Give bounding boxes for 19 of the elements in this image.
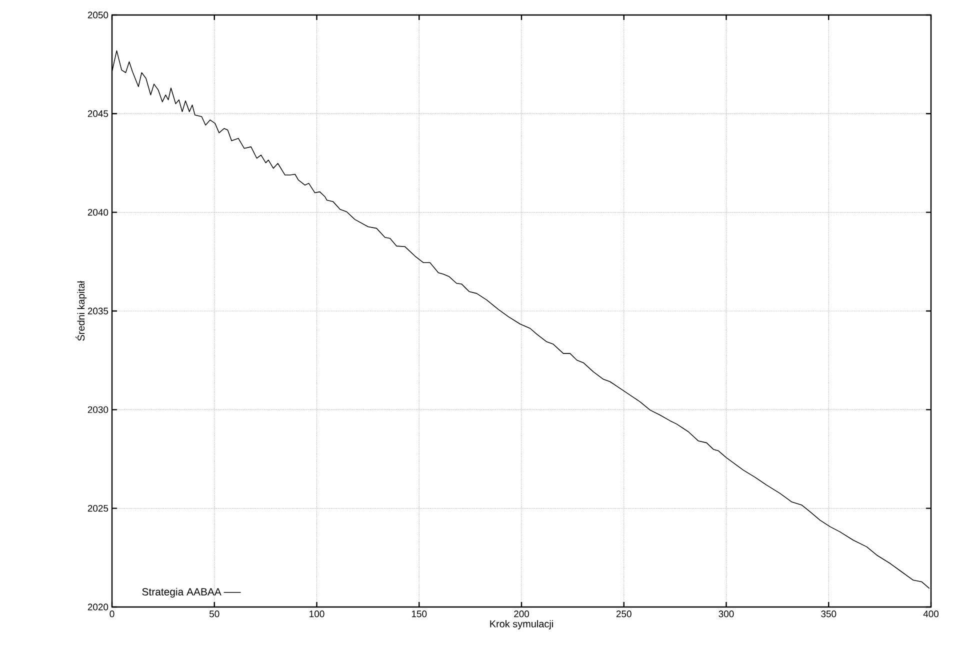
x-tick-label: 350 [821,610,836,618]
x-tick-label: 300 [718,610,734,618]
x-axis-title: Krok symulacji [490,620,553,630]
y-tick-label: 2025 [88,504,108,512]
x-tick-label: 50 [209,610,220,618]
y-tick-label: 2030 [88,406,108,414]
x-tick-label: 0 [110,610,114,618]
y-tick-label: 2045 [88,110,108,118]
y-tick-label: 2020 [88,604,108,610]
legend-label: Strategia AABAA [142,588,222,598]
y-axis-title: Średni kapitał [76,280,87,341]
x-tick-label: 200 [514,610,530,618]
y-tick-label: 2035 [88,308,108,314]
x-tick-label: 400 [923,610,939,618]
x-tick-label: 150 [412,610,427,618]
y-tick-label: 2050 [88,12,108,18]
x-tick-label: 250 [616,610,632,618]
y-tick-label: 2040 [88,208,108,216]
x-tick-label: 100 [310,610,324,618]
